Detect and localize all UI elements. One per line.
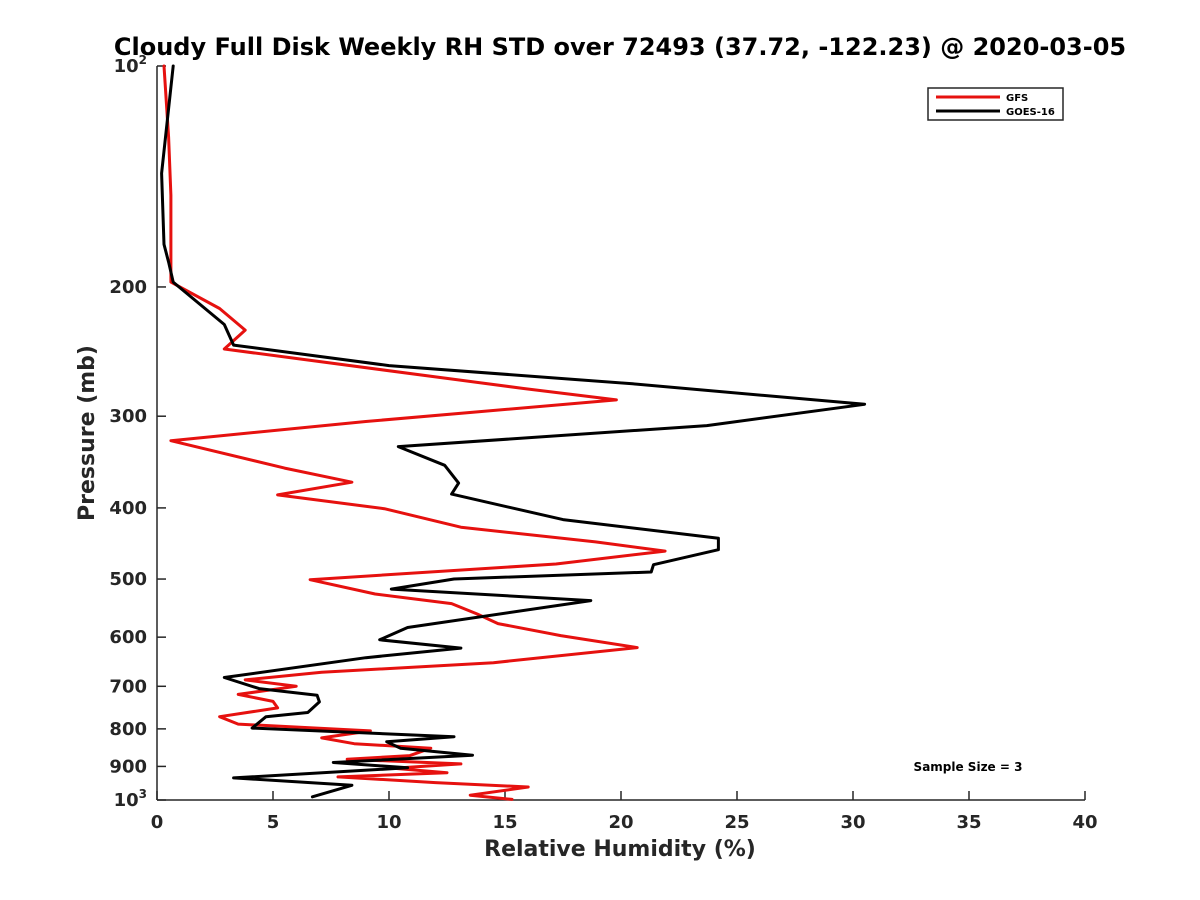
y-axis-ticks: 102 200 300 400 500 600 700 800 900 103 — [109, 53, 166, 811]
y-tick-label: 102 — [114, 53, 147, 77]
x-tick-label: 0 — [151, 812, 164, 833]
x-tick-label: 35 — [956, 812, 981, 833]
series-line-goes-16 — [160, 64, 867, 799]
plot-area — [156, 66, 1085, 801]
y-tick-label: 800 — [109, 719, 147, 740]
x-axis-label: Relative Humidity (%) — [484, 837, 756, 862]
y-tick-label: 500 — [109, 569, 147, 590]
y-tick-label: 600 — [109, 627, 147, 648]
y-tick-label: 103 — [114, 787, 147, 811]
x-tick-label: 25 — [724, 812, 749, 833]
series-layer — [160, 64, 867, 801]
y-tick-label: 700 — [109, 676, 147, 697]
sample-size-annotation: Sample Size = 3 — [914, 760, 1023, 774]
x-tick-label: 10 — [376, 812, 401, 833]
y-tick-label: 900 — [109, 756, 147, 777]
x-tick-label: 5 — [267, 812, 280, 833]
x-axis-ticks: 0 5 10 15 20 25 30 35 40 — [151, 791, 1098, 833]
y-axis-label: Pressure (mb) — [75, 345, 100, 521]
chart-title: Cloudy Full Disk Weekly RH STD over 7249… — [114, 33, 1126, 61]
series-line-gfs — [162, 64, 667, 801]
x-tick-label: 40 — [1072, 812, 1097, 833]
legend-label: GOES-16 — [1006, 107, 1055, 118]
x-tick-label: 15 — [492, 812, 517, 833]
x-tick-label: 20 — [608, 812, 633, 833]
y-tick-label: 200 — [109, 277, 147, 298]
x-tick-label: 30 — [840, 812, 865, 833]
legend-label: GFS — [1006, 93, 1028, 104]
legend: GFS GOES-16 — [927, 87, 1064, 121]
legend-box — [927, 87, 1064, 121]
y-tick-label: 300 — [109, 406, 147, 427]
y-tick-label: 400 — [109, 498, 147, 519]
